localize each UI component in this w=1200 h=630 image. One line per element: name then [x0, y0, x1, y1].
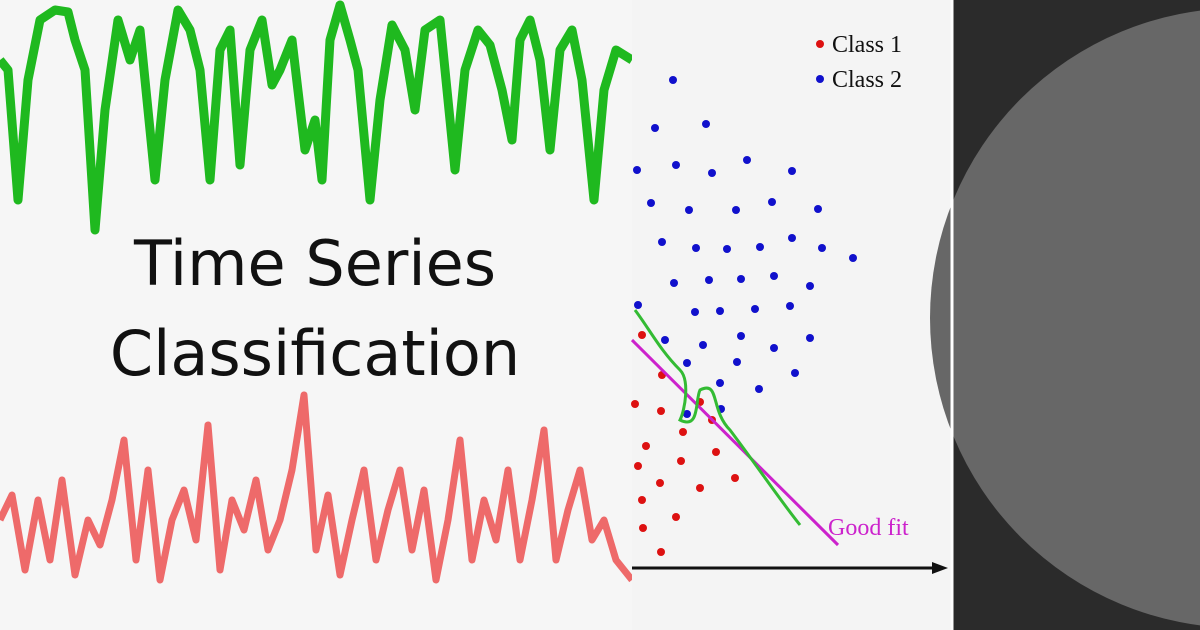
class-2-points — [633, 76, 857, 418]
legend-marker — [816, 75, 824, 83]
class-1-points — [631, 331, 739, 556]
overfit-curve — [633, 309, 802, 526]
annotation: Good fit — [828, 515, 909, 541]
legend-label: Class 2 — [832, 67, 902, 93]
red-wave — [0, 391, 635, 584]
legend-label: Class 1 — [832, 32, 902, 58]
gray-circle — [930, 10, 1200, 626]
legend-marker — [816, 40, 824, 48]
title-line-1: Time Series — [133, 227, 496, 300]
green-wave — [0, 0, 635, 235]
title-line-2: Classification — [110, 317, 520, 390]
good-fit-line — [630, 338, 840, 547]
axis-arrow — [932, 562, 948, 574]
middle-panel — [632, 0, 952, 630]
